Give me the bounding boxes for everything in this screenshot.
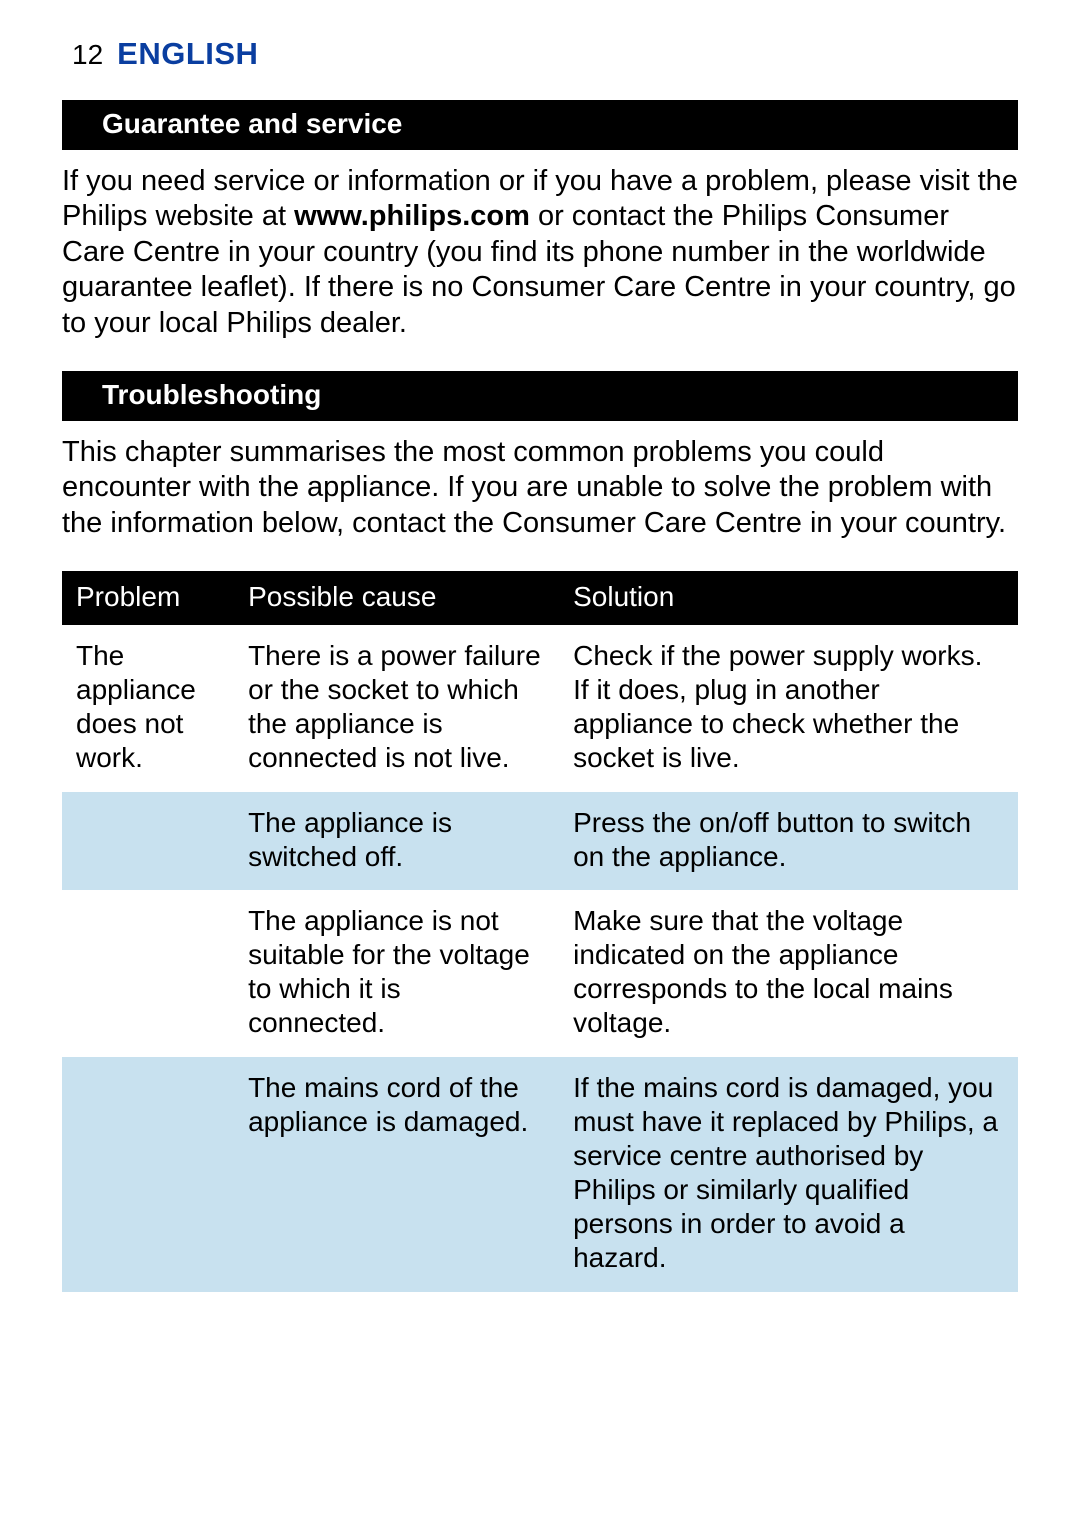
table-row: The appliance is not suitable for the vo… [62, 890, 1018, 1057]
section-bar-troubleshooting: Troubleshooting [62, 371, 1018, 421]
cell-solution: If the mains cord is damaged, you must h… [559, 1057, 1018, 1292]
cell-solution: Press the on/off button to switch on the… [559, 792, 1018, 890]
table-row: The appliance does not work.There is a p… [62, 625, 1018, 792]
troubleshooting-table: Problem Possible cause Solution The appl… [62, 571, 1018, 1292]
cell-cause: There is a power failure or the socket t… [234, 625, 559, 792]
col-header-problem: Problem [62, 571, 234, 625]
cell-problem [62, 792, 234, 890]
table-header-row: Problem Possible cause Solution [62, 571, 1018, 625]
language-label: ENGLISH [117, 36, 258, 72]
guarantee-text: If you need service or information or if… [62, 164, 1018, 341]
troubleshooting-intro: This chapter summarises the most common … [62, 435, 1018, 541]
section-bar-guarantee: Guarantee and service [62, 100, 1018, 150]
cell-cause: The appliance is not suitable for the vo… [234, 890, 559, 1057]
table-body: The appliance does not work.There is a p… [62, 625, 1018, 1292]
guarantee-text-bold: www.philips.com [294, 200, 530, 232]
cell-problem: The appliance does not work. [62, 625, 234, 792]
table-row: The mains cord of the appliance is damag… [62, 1057, 1018, 1292]
cell-cause: The appliance is switched off. [234, 792, 559, 890]
cell-cause: The mains cord of the appliance is damag… [234, 1057, 559, 1292]
cell-solution: Make sure that the voltage indicated on … [559, 890, 1018, 1057]
col-header-cause: Possible cause [234, 571, 559, 625]
cell-solution: Check if the power supply works. If it d… [559, 625, 1018, 792]
page-container: 12 ENGLISH Guarantee and service If you … [0, 0, 1080, 1292]
table-row: The appliance is switched off.Press the … [62, 792, 1018, 890]
page-number: 12 [72, 39, 103, 71]
cell-problem [62, 890, 234, 1057]
cell-problem [62, 1057, 234, 1292]
page-header: 12 ENGLISH [62, 36, 1018, 72]
col-header-solution: Solution [559, 571, 1018, 625]
